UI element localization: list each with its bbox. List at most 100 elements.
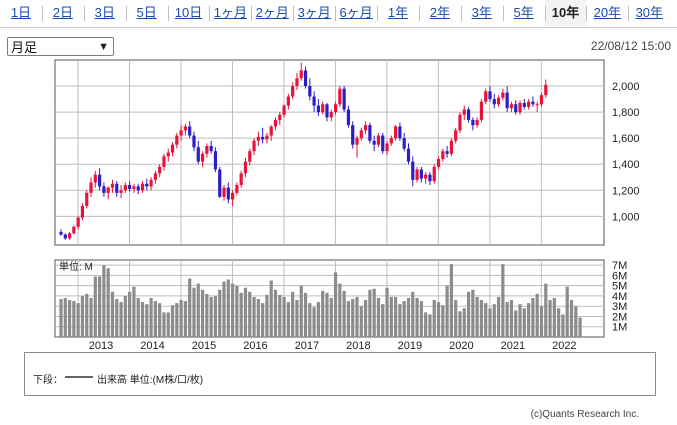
volume-bar <box>200 289 205 337</box>
price-tick-label: 1,600 <box>612 133 640 145</box>
candle-body <box>119 190 123 193</box>
tab-5[interactable]: 1ヶ月 <box>209 0 251 26</box>
x-tick-label: 2019 <box>398 340 422 350</box>
volume-bar <box>89 297 93 337</box>
volume-bar <box>123 295 127 337</box>
volume-bar <box>158 303 162 337</box>
volume-bar <box>535 293 539 337</box>
chart-timestamp: 22/08/12 15:00 <box>590 39 671 53</box>
candle-body <box>149 179 153 187</box>
volume-bar <box>119 302 123 337</box>
candle-body <box>89 182 93 193</box>
volume-unit-label: 単位: M <box>59 260 93 273</box>
stock-chart: 2013 2014 2015 2016 2017 2018 2019 2020 2021 2022… <box>54 59 640 350</box>
volume-bar <box>394 296 398 337</box>
tab-7[interactable]: 3ヶ月 <box>293 0 335 26</box>
tab-4[interactable]: 10日 <box>167 0 210 26</box>
volume-bar <box>441 305 445 337</box>
price-tick-label: 1,200 <box>612 185 640 197</box>
candle-body <box>449 140 453 154</box>
volume-tick-label: 2M <box>612 311 627 323</box>
volume-bar <box>98 276 102 337</box>
tab-1[interactable]: 2日 <box>41 0 84 26</box>
candle-body <box>342 88 346 110</box>
tab-11[interactable]: 3年 <box>460 0 503 26</box>
candle-body <box>316 105 320 113</box>
candle-body <box>128 185 132 189</box>
volume-bar <box>501 264 505 337</box>
volume-bar <box>376 297 381 337</box>
x-tick-label: 2013 <box>89 340 113 350</box>
volume-bar <box>488 308 492 337</box>
candle-body <box>231 192 235 200</box>
volume-bar <box>291 291 295 337</box>
tab-2[interactable]: 3日 <box>83 0 126 26</box>
volume-bar <box>458 311 462 337</box>
volume-tick-label: 1M <box>612 322 627 334</box>
volume-bar <box>192 287 196 337</box>
tab-0[interactable]: 1日 <box>10 5 32 20</box>
volume-bar <box>248 291 252 337</box>
x-tick-label: 2017 <box>295 340 319 350</box>
volume-bar <box>531 297 535 337</box>
candle-body <box>170 144 175 153</box>
volume-bar <box>145 304 149 337</box>
volume-bar <box>235 285 239 337</box>
candle-body <box>406 148 411 162</box>
volume-bar <box>518 304 522 337</box>
tab-13[interactable]: 10年 <box>544 0 587 26</box>
candle-body <box>188 126 192 136</box>
candle-body <box>252 140 256 152</box>
candle-body <box>501 92 505 98</box>
volume-bar <box>428 314 432 337</box>
volume-bar <box>231 283 235 337</box>
volume-bar <box>372 288 376 337</box>
volume-bar <box>522 308 526 337</box>
volume-bar <box>273 289 278 337</box>
tab-12[interactable]: 5年 <box>502 0 545 26</box>
candle-body <box>372 140 376 145</box>
x-tick-label: 2022 <box>552 340 576 350</box>
volume-bar <box>67 300 72 337</box>
candle-body <box>329 112 333 118</box>
volume-bar <box>424 312 428 337</box>
tab-9[interactable]: 1年 <box>377 0 419 26</box>
tab-6[interactable]: 2ヶ月 <box>251 0 293 26</box>
volume-tick-label: 3M <box>612 301 627 313</box>
candle-body <box>222 187 226 197</box>
candle-body <box>381 135 385 152</box>
candle-body <box>218 169 222 197</box>
volume-bar <box>226 279 230 337</box>
volume-bar <box>312 307 316 337</box>
tab-8[interactable]: 6ヶ月 <box>335 0 377 26</box>
tab-14[interactable]: 20年 <box>586 0 628 26</box>
volume-bar <box>471 289 475 337</box>
tab-10[interactable]: 2年 <box>418 0 461 26</box>
volume-bar <box>475 296 479 337</box>
volume-bar <box>278 294 282 337</box>
tab-3[interactable]: 5日 <box>125 0 168 26</box>
volume-bar <box>115 299 119 337</box>
candle-body <box>98 174 102 187</box>
volume-bar <box>385 287 389 337</box>
chart-interval-select[interactable]: 月足 ▼ <box>7 37 114 56</box>
candle-body <box>196 147 200 162</box>
candle-body <box>514 104 518 113</box>
candle-body <box>355 138 359 145</box>
volume-bar <box>402 301 406 337</box>
volume-tick-label: 5M <box>612 281 627 293</box>
volume-bar <box>188 278 192 337</box>
candle-body <box>535 104 539 106</box>
candle-body <box>389 138 393 144</box>
candle-body <box>175 135 179 145</box>
volume-bar <box>544 283 548 337</box>
candle-body <box>303 70 308 87</box>
volume-bar <box>106 268 110 337</box>
volume-bar <box>110 291 115 337</box>
tab-15[interactable]: 30年 <box>628 0 670 26</box>
price-tick-label: 1,800 <box>612 107 640 119</box>
volume-bar <box>162 312 166 337</box>
x-tick-label: 2014 <box>140 340 164 350</box>
volume-bar <box>308 303 312 337</box>
candle-body <box>454 130 458 141</box>
